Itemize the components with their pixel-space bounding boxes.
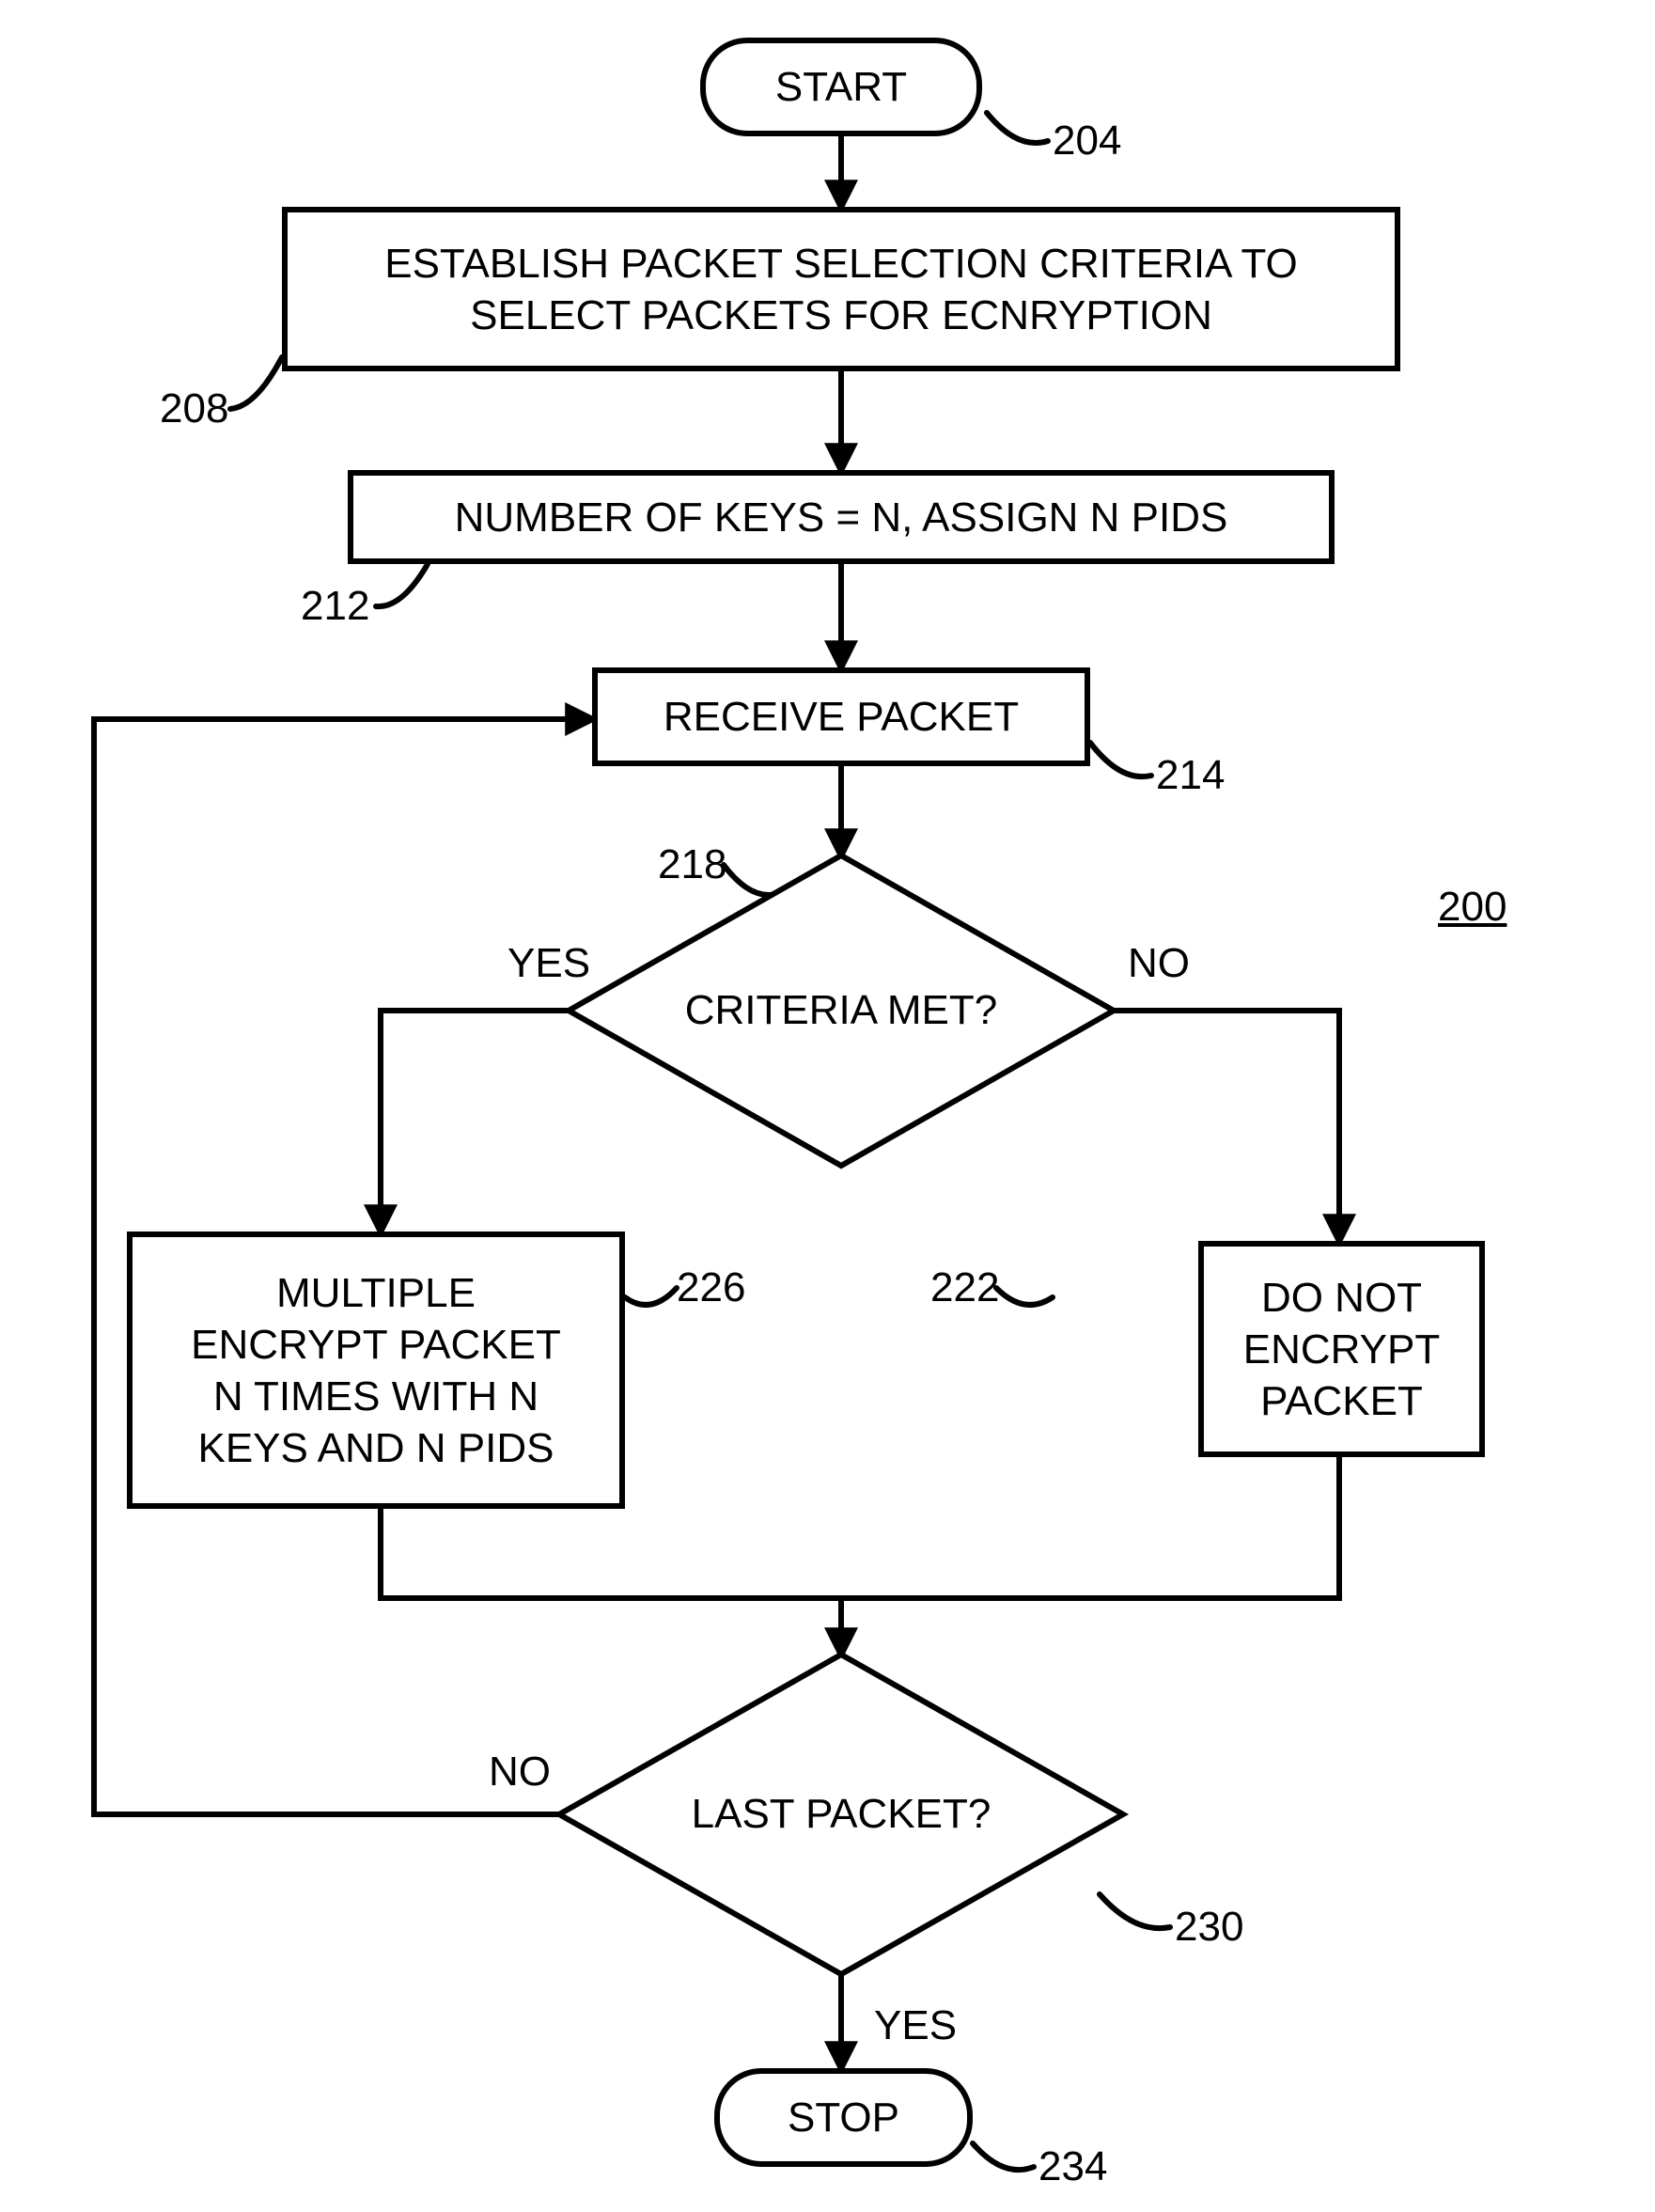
criteria-no-label: NO xyxy=(1128,940,1190,987)
last-yes-label: YES xyxy=(874,2002,957,2049)
start-node: START xyxy=(700,38,982,136)
donot-ref: 222 xyxy=(930,1264,999,1311)
criteria-text: CRITERIA MET? xyxy=(650,933,1032,1089)
stop-ref: 234 xyxy=(1038,2143,1107,2190)
criteria-yes-label: YES xyxy=(507,940,590,987)
multiple-ref: 226 xyxy=(677,1264,745,1311)
multiple-node: MULTIPLEENCRYPT PACKETN TIMES WITH NKEYS… xyxy=(127,1232,625,1509)
keys-ref: 212 xyxy=(301,583,369,630)
figure-ref: 200 xyxy=(1438,884,1507,931)
receive-ref: 214 xyxy=(1156,752,1225,799)
last-no-label: NO xyxy=(489,1749,551,1796)
last-ref: 230 xyxy=(1175,1904,1243,1951)
criteria-ref: 218 xyxy=(658,841,726,888)
last-text: LAST PACKET? xyxy=(644,1734,1038,1894)
establish-ref: 208 xyxy=(160,385,228,432)
donot-node: DO NOTENCRYPTPACKET xyxy=(1198,1241,1485,1457)
receive-node: RECEIVE PACKET xyxy=(592,667,1090,766)
stop-node: STOP xyxy=(714,2068,973,2167)
start-ref: 204 xyxy=(1053,118,1121,165)
establish-node: ESTABLISH PACKET SELECTION CRITERIA TOSE… xyxy=(282,207,1400,371)
keys-node: NUMBER OF KEYS = N, ASSIGN N PIDS xyxy=(348,470,1335,564)
flowchart-canvas: START 204 ESTABLISH PACKET SELECTION CRITE… xyxy=(0,0,1655,2212)
